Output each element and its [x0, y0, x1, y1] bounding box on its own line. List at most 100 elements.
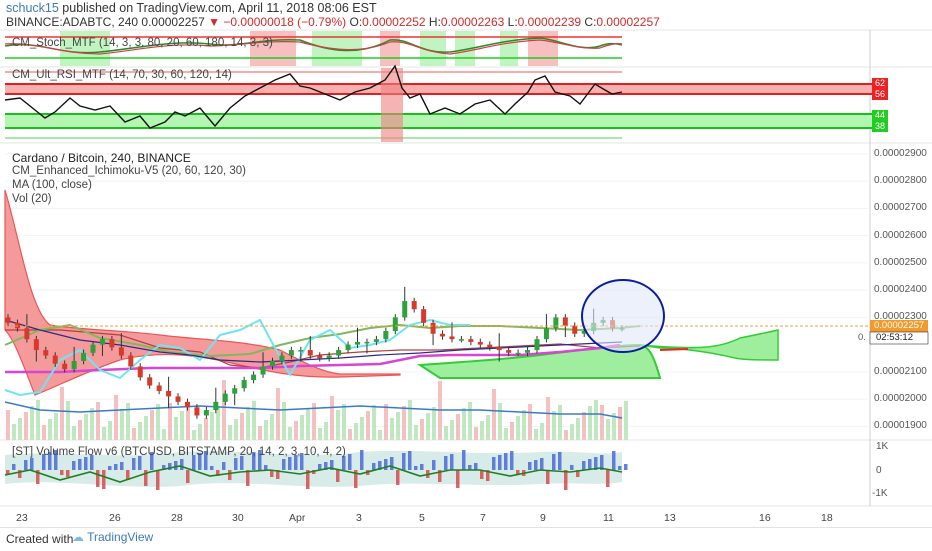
- rsi-line: [4, 64, 623, 129]
- candle: [317, 355, 323, 359]
- rsi-overbought-band: [5, 84, 872, 94]
- vflow-bar: [252, 452, 256, 470]
- volume-bar: [450, 420, 454, 440]
- last-price-tag: [870, 320, 928, 332]
- volume-bar: [498, 403, 502, 440]
- tradingview-logo[interactable]: ☁ TradingView: [72, 530, 153, 544]
- open-value: 0.00002252: [362, 15, 426, 29]
- brand-name: TradingView: [87, 530, 154, 544]
- candle: [364, 341, 370, 344]
- candle: [572, 325, 578, 334]
- volume-bar: [534, 429, 538, 440]
- volume-bar: [480, 421, 484, 440]
- volume-bar: [168, 403, 172, 440]
- vflow-bar: [42, 454, 46, 470]
- volume-bar: [294, 421, 298, 440]
- annotation-circle: [581, 279, 665, 353]
- vflow-bar: [18, 470, 22, 478]
- vflow-bar: [102, 470, 106, 489]
- stoch-indicator-label[interactable]: CM_Stoch_MTF (14, 3, 3, 80, 20, 60, 180,…: [12, 37, 273, 49]
- vflow-bar: [576, 470, 580, 477]
- vflow-bar: [288, 457, 292, 470]
- volume-bar: [276, 388, 280, 440]
- vflow-bar: [594, 457, 598, 470]
- volume-bar: [6, 410, 10, 440]
- vflow-bar: [414, 466, 418, 470]
- volume-bar: [594, 400, 598, 440]
- ohlc-line: BINANCE:ADABTC, 240 0.00002257 ▼ −0.0000…: [6, 15, 660, 29]
- down-triangle-icon: ▼: [208, 15, 221, 29]
- volume-bar: [456, 414, 460, 440]
- vflow-bar: [276, 470, 280, 479]
- vflow-bar: [210, 466, 214, 470]
- vflow-bar: [132, 458, 136, 470]
- vflow-bar: [390, 457, 394, 470]
- volume-bar: [282, 402, 286, 440]
- volume-bar: [426, 413, 430, 440]
- vflow-bar: [180, 459, 184, 470]
- candle: [269, 360, 275, 367]
- vflow-axis-1k: 1K: [876, 441, 889, 452]
- candle: [506, 350, 512, 353]
- volume-bar: [372, 405, 376, 440]
- candle: [43, 350, 49, 356]
- vol-indicator-label[interactable]: Vol (20): [12, 193, 52, 205]
- vflow-bar: [294, 455, 298, 470]
- chart-header: schuck15 published on TradingView.com, A…: [0, 0, 932, 30]
- vflow-bar: [234, 458, 238, 470]
- stoch-pane: [4, 31, 623, 66]
- publish-info: published on TradingView.com, April 11, …: [62, 1, 377, 15]
- volume-bar: [210, 412, 214, 440]
- vflow-bar: [324, 462, 328, 470]
- vflow-bar: [126, 470, 130, 480]
- chart-canvas[interactable]: [0, 0, 932, 527]
- ichimoku-cloud-future: [639, 329, 779, 361]
- author-link[interactable]: schuck15: [6, 1, 59, 15]
- volume-bar: [396, 412, 400, 440]
- volume-bar: [384, 404, 388, 440]
- vflow-bar: [360, 450, 364, 470]
- price-tick-label: 0.00002400: [874, 284, 927, 296]
- volume-bar: [138, 422, 142, 440]
- candle: [109, 339, 115, 348]
- ma-indicator-label[interactable]: MA (100, close): [12, 179, 92, 191]
- candle: [279, 355, 285, 361]
- candle: [5, 317, 11, 323]
- vflow-bar: [90, 455, 94, 470]
- vflow-bar: [432, 460, 436, 470]
- ichimoku-indicator-label[interactable]: CM_Enhanced_Ichimoku-V5 (20, 60, 120, 30…: [12, 165, 246, 177]
- volume-bar: [414, 425, 418, 440]
- time-tick-label: 23: [16, 512, 28, 524]
- change-value: −0.00000018 (−0.79%): [223, 15, 347, 29]
- vflow-bar: [372, 463, 376, 470]
- volume-bar: [12, 424, 16, 440]
- volume-bar: [588, 406, 592, 440]
- volume-bar: [330, 396, 334, 440]
- volume-bar: [234, 419, 238, 440]
- candle: [345, 344, 351, 351]
- tenkan-line: [4, 318, 470, 397]
- cloud-red-segment: [659, 348, 689, 351]
- volume-bar: [336, 410, 340, 440]
- vflow-bar: [624, 464, 628, 470]
- price-tick-label: 0.00002000: [874, 393, 927, 405]
- symbol[interactable]: BINANCE:ADABTC, 240: [6, 15, 139, 29]
- partial-price-label: 0.: [858, 332, 866, 343]
- vflow-bar: [528, 462, 532, 470]
- candle: [373, 339, 379, 342]
- vflow-bar: [402, 453, 406, 470]
- volume-bar: [546, 397, 550, 440]
- candle: [156, 385, 162, 391]
- vflow-bar: [216, 470, 220, 476]
- candle: [553, 317, 559, 329]
- rsi-level-38: 38: [875, 121, 886, 131]
- vflow-bar: [600, 455, 604, 470]
- vflow-bar: [156, 470, 160, 490]
- volume-bar: [342, 404, 346, 440]
- vflow-indicator-label[interactable]: [ST] Volume Flow v6 (BTCUSD, BITSTAMP, 2…: [12, 446, 346, 458]
- candle: [421, 309, 427, 323]
- vflow-bar: [240, 456, 244, 470]
- rsi-indicator-label[interactable]: CM_Ult_RSI_MTF (14, 70, 30, 60, 120, 14): [12, 69, 232, 81]
- candle: [213, 401, 219, 411]
- low-value: 0.00002239: [517, 15, 582, 29]
